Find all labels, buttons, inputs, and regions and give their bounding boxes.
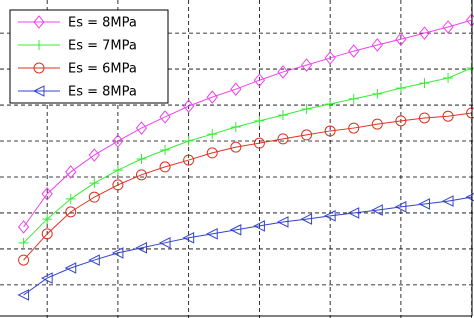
marker — [230, 82, 242, 96]
marker — [135, 242, 147, 254]
marker — [159, 110, 171, 124]
marker — [442, 20, 454, 34]
marker — [300, 58, 313, 72]
marker — [111, 247, 124, 259]
marker — [372, 88, 383, 99]
marker — [135, 121, 148, 135]
series-line — [23, 67, 472, 244]
marker — [183, 154, 195, 166]
marker — [394, 201, 407, 213]
marker — [41, 187, 53, 201]
marker — [419, 78, 430, 89]
marker — [348, 122, 360, 134]
marker — [112, 179, 124, 191]
marker — [253, 220, 265, 232]
marker — [418, 112, 430, 124]
marker — [33, 15, 45, 29]
marker — [32, 85, 45, 97]
marker — [18, 254, 30, 266]
marker — [88, 148, 100, 162]
marker — [41, 228, 53, 240]
marker — [160, 145, 171, 156]
marker — [442, 110, 454, 122]
marker — [41, 272, 53, 284]
marker — [206, 147, 218, 159]
marker — [136, 154, 147, 164]
legend-label: Es = 6MPa — [68, 62, 137, 77]
marker — [254, 115, 265, 126]
marker — [348, 93, 359, 104]
marker — [348, 44, 360, 58]
marker — [135, 169, 147, 181]
marker — [395, 32, 407, 46]
marker — [112, 134, 124, 148]
marker — [324, 210, 336, 222]
marker — [301, 103, 312, 114]
marker — [112, 165, 123, 176]
marker — [418, 26, 431, 40]
marker — [347, 207, 360, 219]
lines — [17, 13, 474, 301]
marker — [33, 62, 45, 74]
marker — [277, 133, 289, 145]
marker — [17, 220, 30, 234]
marker — [253, 137, 265, 149]
marker — [64, 262, 77, 274]
legend-label: Es = 8MPa — [68, 16, 137, 31]
legend: Es = 8MPa Es = 7MPa Es = 6MPa Es = 8MPa — [9, 9, 169, 104]
marker — [277, 65, 289, 79]
marker — [182, 231, 195, 244]
series — [18, 107, 474, 266]
marker — [65, 206, 77, 218]
marker — [277, 110, 288, 121]
marker — [301, 129, 313, 141]
marker — [159, 161, 171, 173]
marker — [325, 98, 336, 109]
marker — [18, 237, 29, 248]
legend-label: Es = 7MPa — [68, 39, 137, 54]
marker — [441, 195, 454, 207]
marker — [17, 289, 30, 301]
series — [18, 62, 474, 248]
marker — [206, 228, 218, 240]
marker — [324, 51, 336, 65]
marker — [89, 178, 100, 189]
legend-label: Es = 8MPa — [68, 85, 137, 100]
marker — [158, 237, 171, 249]
marker — [183, 99, 195, 113]
marker — [229, 224, 242, 236]
marker — [34, 40, 44, 50]
marker — [183, 136, 194, 147]
marker — [371, 204, 383, 216]
marker — [324, 125, 336, 137]
marker — [418, 198, 430, 210]
marker — [371, 118, 383, 130]
marker — [88, 191, 100, 203]
marker — [300, 213, 313, 225]
marker — [42, 214, 53, 225]
marker — [276, 216, 289, 228]
marker — [65, 193, 76, 204]
marker — [206, 90, 218, 104]
marker — [371, 38, 383, 52]
series — [17, 192, 474, 301]
marker — [395, 83, 406, 94]
marker — [207, 129, 218, 140]
marker — [253, 73, 266, 88]
marker — [395, 115, 407, 127]
series-line — [23, 112, 472, 261]
series — [17, 13, 474, 234]
marker — [443, 73, 454, 84]
marker — [230, 121, 241, 132]
marker — [88, 254, 100, 266]
marker — [65, 165, 77, 179]
marker — [230, 141, 242, 153]
